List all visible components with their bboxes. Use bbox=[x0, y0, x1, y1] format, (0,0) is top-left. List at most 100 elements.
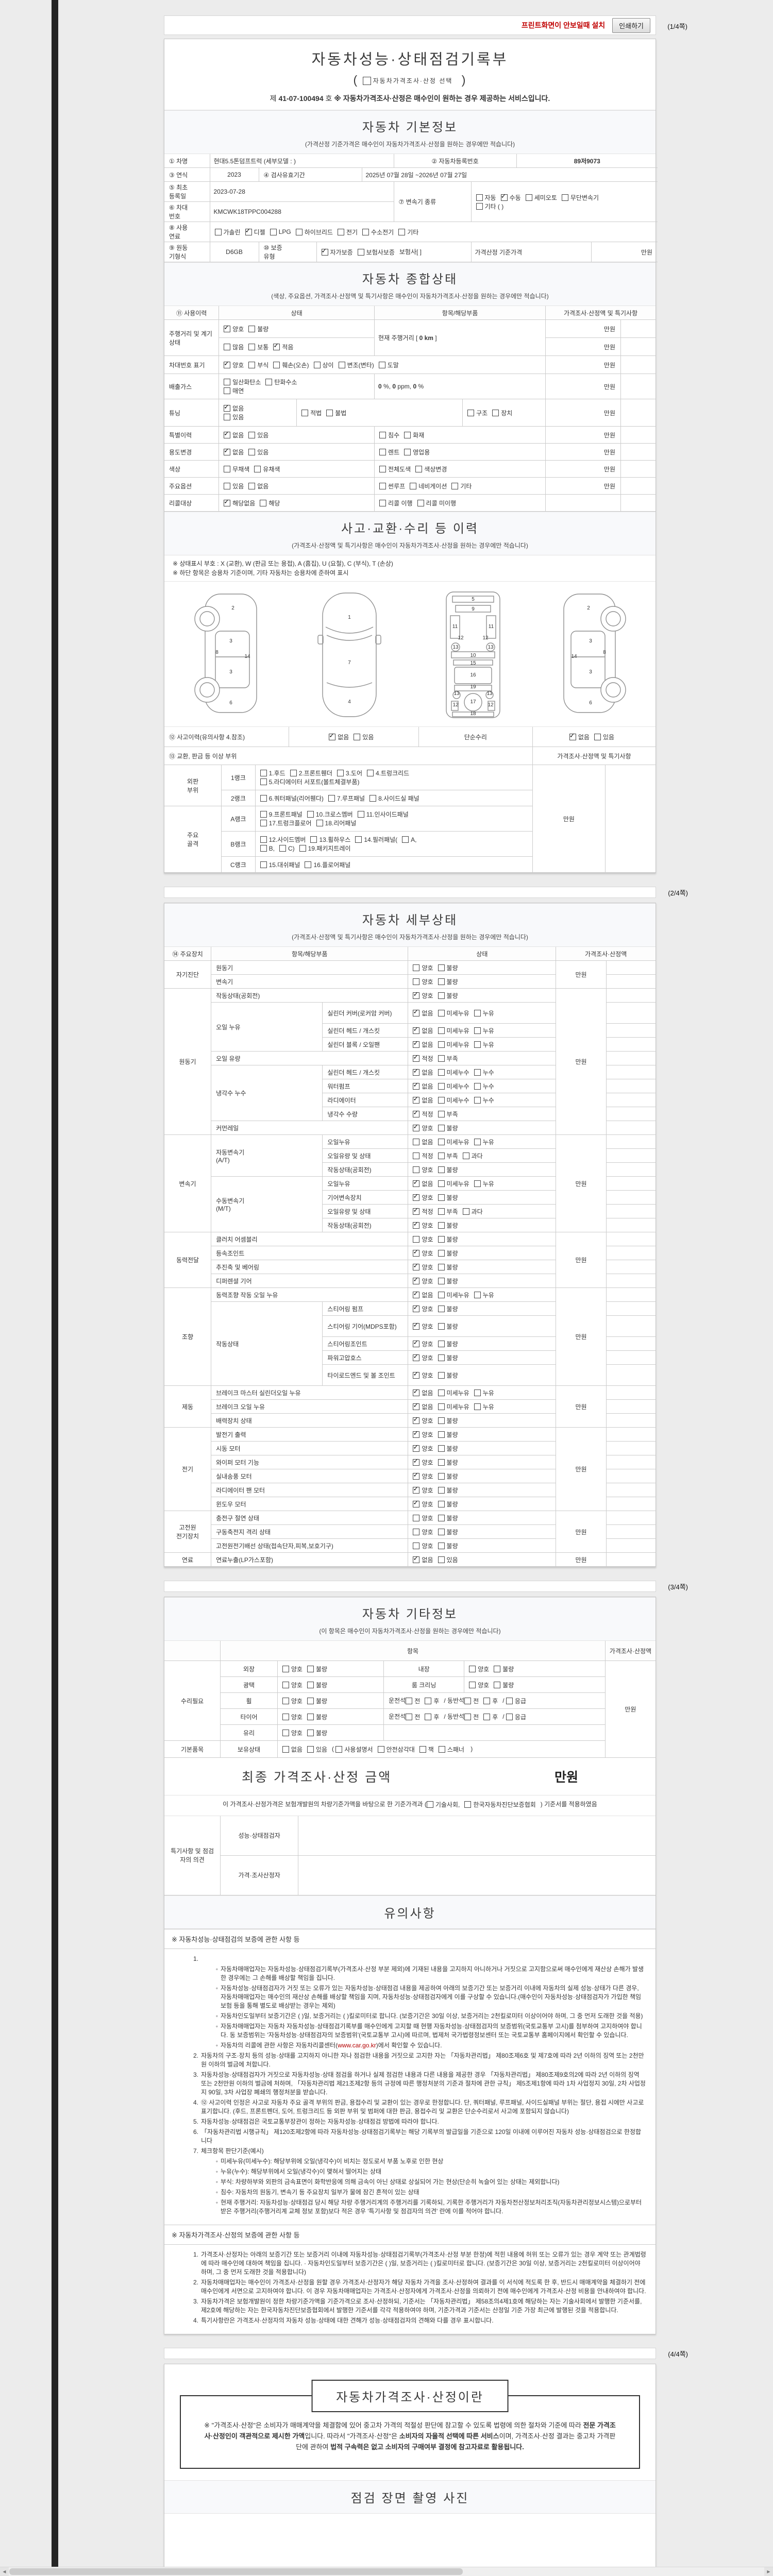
checkbox-option[interactable]: 전 bbox=[406, 1697, 420, 1705]
checkbox-option[interactable]: 없음 bbox=[224, 447, 244, 456]
checkbox-option[interactable]: 불량 bbox=[438, 1444, 458, 1453]
checkbox-option[interactable]: 양호 bbox=[282, 1681, 303, 1689]
checkbox-option[interactable]: 양호 bbox=[224, 360, 244, 369]
checkbox-option[interactable]: 없음 bbox=[413, 1554, 433, 1564]
checkbox-option[interactable]: 보험사보증 bbox=[357, 248, 395, 257]
checkbox-option[interactable]: 매연 bbox=[224, 386, 244, 395]
checkbox-option[interactable]: 변조(변타) bbox=[338, 361, 374, 369]
checkbox-option[interactable]: 전기 bbox=[337, 228, 358, 236]
checkbox-option[interactable]: 없음 bbox=[413, 1067, 433, 1077]
checkbox-option[interactable]: 양호 bbox=[413, 1370, 433, 1380]
checkbox-option[interactable]: 수소전기 bbox=[362, 228, 394, 236]
checkbox-option[interactable]: 전 bbox=[464, 1713, 479, 1721]
checkbox-option[interactable]: 상이 bbox=[313, 361, 334, 369]
checkbox-option[interactable]: 과다 bbox=[462, 1151, 483, 1160]
checkbox-option[interactable]: 부족 bbox=[438, 1110, 458, 1118]
checkbox-option[interactable]: 양호 bbox=[469, 1681, 489, 1689]
checkbox-option[interactable]: 썬루프 bbox=[379, 482, 405, 490]
checkbox-option[interactable]: 양호 bbox=[413, 1457, 433, 1467]
checkbox-option[interactable]: 없음 bbox=[413, 1081, 433, 1091]
checkbox-option[interactable]: 훼손(오손) bbox=[273, 361, 309, 369]
checkbox-option[interactable]: 후 bbox=[425, 1713, 439, 1721]
checkbox-option[interactable]: 미세누유 bbox=[438, 1138, 469, 1146]
checkbox-option[interactable]: 누유 bbox=[474, 1388, 494, 1397]
checkbox-option[interactable]: 양호 bbox=[413, 990, 433, 1000]
checkbox-option[interactable]: 수동 bbox=[500, 192, 521, 202]
checkbox-option[interactable]: B, bbox=[260, 845, 275, 852]
checkbox-option[interactable]: 누유 bbox=[474, 1009, 494, 1018]
checkbox-option[interactable]: 15.대쉬패널 bbox=[260, 860, 300, 869]
checkbox-option[interactable]: 8.사이드실 패널 bbox=[369, 794, 419, 803]
checkbox-option[interactable]: 일산화탄소 bbox=[224, 378, 261, 386]
checkbox-option[interactable]: 있음 bbox=[307, 1745, 327, 1754]
checkbox-option[interactable]: 양호 bbox=[282, 1697, 303, 1705]
checkbox-option[interactable]: 양호 bbox=[413, 1429, 433, 1439]
checkbox-option[interactable]: 없음 bbox=[413, 1290, 433, 1299]
checkbox-option[interactable]: 전 bbox=[464, 1697, 479, 1705]
checkbox-option[interactable]: 양호 bbox=[413, 1123, 433, 1132]
print-button[interactable]: 인쇄하기 bbox=[612, 18, 650, 33]
checkbox-option[interactable]: 누유 bbox=[474, 1179, 494, 1188]
checkbox-option[interactable]: 불량 bbox=[438, 1249, 458, 1258]
checkbox-option[interactable]: 10.크로스멤버 bbox=[307, 810, 353, 819]
checkbox-option[interactable]: 스패너 bbox=[438, 1745, 464, 1754]
checkbox-option[interactable]: 하이브리드 bbox=[295, 228, 333, 236]
checkbox-option[interactable]: 있음 bbox=[224, 413, 244, 421]
checkbox-option[interactable]: 불량 bbox=[494, 1681, 514, 1689]
checkbox-option[interactable]: 불량 bbox=[438, 1458, 458, 1467]
checkbox-option[interactable]: 불량 bbox=[307, 1697, 327, 1705]
checkbox-option[interactable]: 색상변경 bbox=[415, 465, 447, 473]
checkbox-option[interactable]: 부족 bbox=[438, 1151, 458, 1160]
checkbox-option[interactable]: 17.트렁크플로어 bbox=[260, 819, 312, 827]
checkbox-option[interactable]: 미세누유 bbox=[438, 1402, 469, 1411]
checkbox-option[interactable]: 적정 bbox=[413, 1206, 433, 1216]
checkbox-option[interactable]: 불량 bbox=[438, 1416, 458, 1425]
checkbox-option[interactable]: 있음 bbox=[248, 448, 268, 456]
checkbox-option[interactable]: 미세누유 bbox=[438, 1026, 469, 1035]
checkbox-option[interactable]: 응급 bbox=[506, 1697, 526, 1705]
checkbox-option[interactable]: 미세누유 bbox=[438, 1291, 469, 1299]
checkbox-option[interactable]: C) bbox=[279, 845, 295, 852]
checkbox-option[interactable]: 불량 bbox=[438, 1528, 458, 1536]
checkbox-option[interactable]: 없음 bbox=[413, 1138, 433, 1146]
checkbox-option[interactable]: 누유 bbox=[474, 1291, 494, 1299]
checkbox-option[interactable]: 양호 bbox=[413, 1165, 433, 1174]
checkbox-option[interactable]: 구조 bbox=[467, 409, 488, 417]
checkbox-option[interactable]: 양호 bbox=[413, 1303, 433, 1313]
checkbox-option[interactable]: 불량 bbox=[438, 1371, 458, 1380]
checkbox-option[interactable]: 불량 bbox=[438, 1221, 458, 1230]
checkbox-option[interactable]: 침수 bbox=[379, 431, 399, 439]
checkbox-option[interactable]: 탄화수소 bbox=[265, 378, 297, 386]
checkbox-option[interactable]: 누수 bbox=[474, 1082, 494, 1091]
checkbox-option[interactable]: 화재 bbox=[404, 431, 424, 439]
checkbox-option[interactable]: 16.플로어패널 bbox=[305, 860, 350, 869]
checkbox-option[interactable]: 후 bbox=[483, 1713, 498, 1721]
checkbox-option[interactable]: 불량 bbox=[438, 1353, 458, 1362]
checkbox-option[interactable]: 없음 bbox=[413, 1039, 433, 1049]
checkbox-option[interactable]: 기타 ( ) bbox=[476, 202, 503, 211]
checkbox-option[interactable]: 양호 bbox=[413, 1338, 433, 1348]
checkbox-option[interactable]: 후 bbox=[425, 1697, 439, 1705]
checkbox-option[interactable]: 양호 bbox=[413, 1220, 433, 1230]
checkbox-option[interactable]: 양호 bbox=[413, 1235, 433, 1244]
checkbox-option[interactable]: 없음 bbox=[413, 1401, 433, 1411]
checkbox-option[interactable]: 14.필러패널( bbox=[355, 835, 397, 844]
checkbox-option[interactable]: 불량 bbox=[307, 1728, 327, 1737]
checkbox-option[interactable]: 양호 bbox=[413, 1541, 433, 1550]
checkbox-option[interactable]: 없음 bbox=[413, 1095, 433, 1105]
checkbox-option[interactable]: 미세누유 bbox=[438, 1179, 469, 1188]
checkbox-option[interactable]: 양호 bbox=[282, 1665, 303, 1673]
checkbox-option[interactable]: 3.도어 bbox=[337, 769, 362, 777]
checkbox-option[interactable]: 불량 bbox=[248, 325, 268, 333]
checkbox-option[interactable]: 미세누유 bbox=[438, 1040, 469, 1049]
checkbox-option[interactable]: 불량 bbox=[438, 1263, 458, 1272]
checkbox-option[interactable]: 누유 bbox=[474, 1138, 494, 1146]
checkbox-option[interactable]: 불량 bbox=[438, 1514, 458, 1522]
horizontal-scrollbar[interactable]: ◀ ▶ bbox=[0, 2567, 773, 2576]
checkbox-option[interactable]: 양호 bbox=[413, 977, 433, 986]
checkbox-option[interactable]: 양호 bbox=[413, 963, 433, 972]
checkbox-option[interactable]: 기타 bbox=[398, 228, 418, 236]
checkbox-option[interactable]: 없음 bbox=[224, 430, 244, 439]
checkbox-option[interactable]: 없음 bbox=[413, 1008, 433, 1018]
checkbox-option[interactable]: 해당 bbox=[260, 499, 280, 507]
